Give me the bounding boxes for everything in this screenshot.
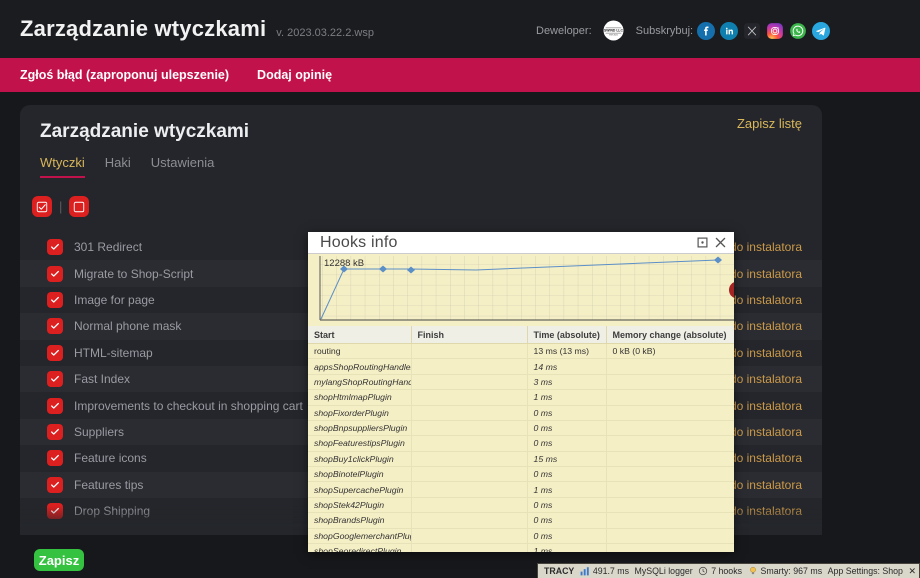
svg-text:SWIND LLC: SWIND LLC xyxy=(604,28,623,32)
svg-text:EST 2021: EST 2021 xyxy=(609,35,617,37)
